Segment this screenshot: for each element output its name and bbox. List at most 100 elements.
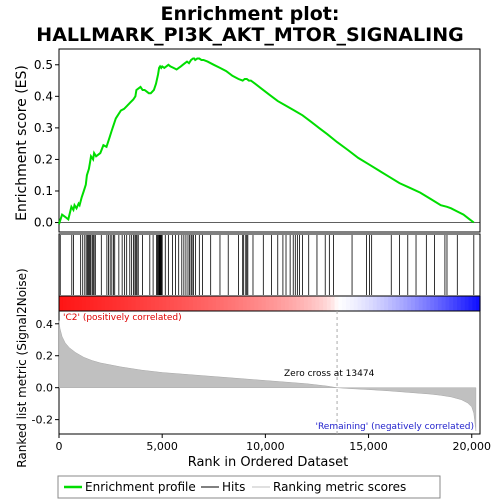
rank-bar-segment [235, 296, 240, 311]
legend-hits-label: Hits [222, 480, 245, 494]
rank-bar-segment [422, 296, 428, 311]
rank-bar-segment [139, 296, 144, 311]
positive-annotation: 'C2' (positively correlated) [63, 313, 182, 323]
rank-bar-segment [97, 296, 102, 311]
rank-bar-segment [192, 296, 198, 311]
negative-annotation: 'Remaining' (negatively correlated) [315, 422, 474, 432]
rank-bar-segment [315, 296, 320, 311]
rank-bar-segment [434, 296, 439, 311]
rank-bar-segment [414, 296, 420, 311]
rank-bar-segment [242, 296, 248, 311]
rank-bar-segment [131, 296, 137, 311]
rank-bar-segment [388, 296, 393, 311]
rank-bar-segment [437, 296, 443, 311]
rank-bar-segment [127, 296, 133, 311]
rank-bar-segment [120, 296, 125, 311]
rank-bar-segment [384, 296, 389, 311]
rank-bar-segment [357, 296, 362, 311]
rank-bar-segment [173, 296, 179, 311]
rank-bar-segment [108, 296, 114, 311]
rank-bar-segment [150, 296, 156, 311]
legend-metric-label: Ranking metric scores [273, 480, 406, 494]
x-tick-label: 5,000 [146, 440, 178, 453]
rank-bar-segment [74, 296, 79, 311]
rank-bar-segment [59, 296, 64, 311]
x-tick-label: 10,000 [246, 440, 285, 453]
rank-bar-segment [185, 296, 190, 311]
es-y-tick-label: 0.4 [34, 89, 53, 103]
rank-bar-segment [418, 296, 424, 311]
rank-bar-segment [112, 296, 118, 311]
rank-bar-segment [177, 296, 183, 311]
es-y-tick-label: 0.3 [34, 121, 53, 135]
rank-bar-segment [219, 296, 225, 311]
rank-bar-segment [124, 296, 129, 311]
rank-bar-segment [227, 296, 232, 311]
x-tick-label: 15,000 [349, 440, 388, 453]
rank-bar-segment [116, 296, 121, 311]
rank-bar-segment [453, 296, 458, 311]
rank-bar-segment [215, 296, 221, 311]
rank-bar-segment [476, 296, 481, 311]
chart-title-line-1: Enrichment plot: [161, 3, 340, 25]
rank-bar-segment [472, 296, 477, 311]
rank-bar-segment [85, 296, 91, 311]
rank-bar-segment [353, 296, 359, 311]
rank-bar-segment [166, 296, 171, 311]
rank-bar-segment [391, 296, 397, 311]
rank-bar-segment [280, 296, 286, 311]
rank-bar-segment [231, 296, 236, 311]
rank-bar-segment [468, 296, 473, 311]
rank-bar-segment [342, 296, 347, 311]
rank-bar-segment [143, 296, 148, 311]
rank-bar-segment [104, 296, 110, 311]
rank-bar-segment [292, 296, 297, 311]
es-y-tick-label: 0.5 [34, 58, 53, 72]
metric-panel: -0.2 0.0 0.2 0.4 0 5,000 10,000 15,000 20,000 [32, 310, 491, 453]
rank-bar-segment [265, 296, 271, 311]
rank-bar-segment [457, 296, 462, 311]
es-panel: 0.0 0.1 0.2 0.3 0.4 0.5 [34, 48, 481, 233]
rank-bar-segment [135, 296, 140, 311]
rank-bar-segment [204, 296, 209, 311]
rank-bar-segment [81, 296, 87, 311]
metric-y-tick-label: 0.4 [36, 318, 54, 331]
rank-bar-segment [334, 296, 339, 311]
rank-bar-segment [361, 296, 366, 311]
hits-panel [58, 233, 481, 297]
rank-bar-segment [212, 296, 217, 311]
rank-bar-segment [254, 296, 259, 311]
es-plot-area [58, 48, 481, 233]
rank-bar-segment [246, 296, 251, 311]
rank-bar-segment [323, 296, 328, 311]
rank-bar-segment [460, 296, 466, 311]
rank-bar-segment [300, 296, 305, 311]
metric-y-axis-label: Ranked list metric (Signal2Noise) [15, 268, 29, 467]
rank-bar-segment [284, 296, 290, 311]
es-y-tick-label: 0.0 [34, 216, 53, 230]
rank-bar-segment [426, 296, 431, 311]
rank-bar-segment [62, 296, 68, 311]
rank-bar-segment [223, 296, 228, 311]
legend-es-label: Enrichment profile [85, 480, 196, 494]
es-y-axis-label: Enrichment score (ES) [14, 65, 30, 221]
rank-bar-segment [346, 296, 351, 311]
rank-bar-segment [330, 296, 336, 311]
rank-bar-segment [93, 296, 98, 311]
rank-bar-segment [407, 296, 412, 311]
rank-bar-segment [369, 296, 374, 311]
rank-bar-segment [464, 296, 470, 311]
rank-bar-segment [296, 296, 301, 311]
rank-bar-segment [162, 296, 167, 311]
rank-bar-segment [66, 296, 72, 311]
rank-bar-segment [277, 296, 282, 311]
rank-bar-segment [196, 296, 202, 311]
es-y-tick-label: 0.1 [34, 184, 53, 198]
metric-y-tick-label: 0.2 [36, 350, 54, 363]
rank-bar-segment [311, 296, 317, 311]
rank-bar-segment [238, 296, 244, 311]
rank-bar-segment [307, 296, 313, 311]
rank-bar-segment [380, 296, 385, 311]
es-curve [58, 57, 475, 225]
rank-bar-segment [338, 296, 343, 311]
